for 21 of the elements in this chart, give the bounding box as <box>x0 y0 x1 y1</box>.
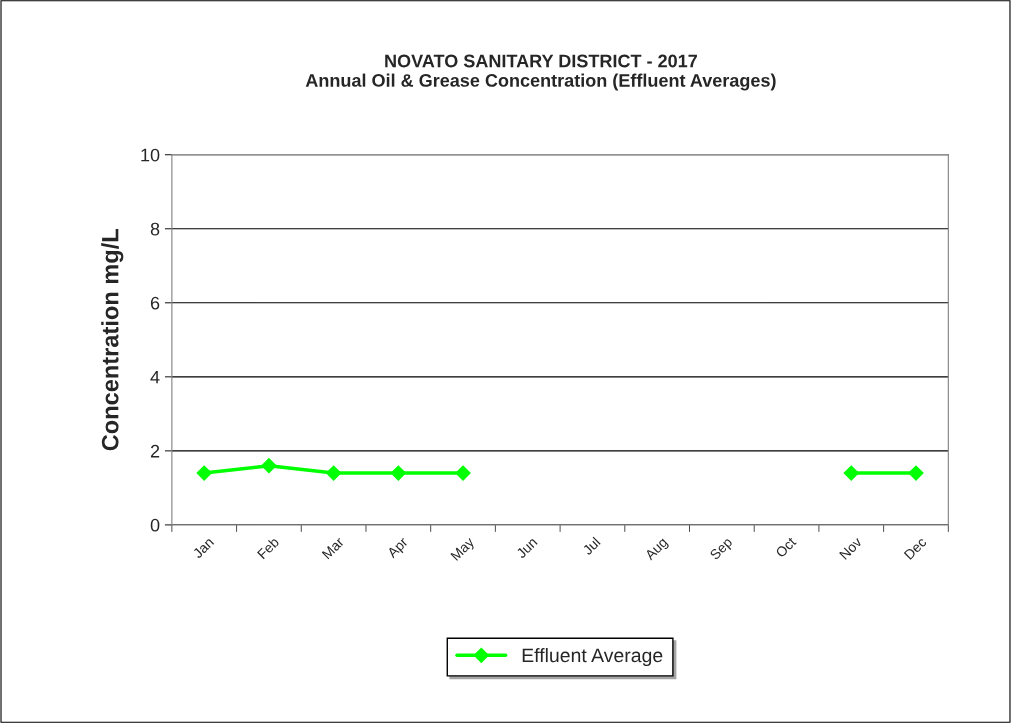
x-tick-label: Jan <box>192 537 215 559</box>
x-tick-label: Aug <box>644 537 670 563</box>
x-tick-label: Dec <box>903 536 928 560</box>
x-tick-label: Sep <box>709 536 735 563</box>
x-tick-label: Jun <box>515 537 538 559</box>
y-axis-title: Concentration mg/L <box>101 229 124 451</box>
y-tick-label: 4 <box>150 370 160 384</box>
y-tick-label: 8 <box>150 222 160 236</box>
x-tick-label: Apr <box>386 536 411 561</box>
legend-label: Effluent Average <box>522 647 663 667</box>
x-tick-label: May <box>450 536 477 563</box>
y-tick-label: 6 <box>150 296 160 310</box>
x-tick-label: Oct <box>775 536 797 559</box>
y-tick-label: 10 <box>141 148 160 162</box>
x-tick-label: Jul <box>581 536 601 556</box>
x-tick-label: Nov <box>839 536 863 560</box>
chart-title: NOVATO SANITARY DISTRICT - 2017 Annual Oil & Grease Concentration (Effluent Averages) <box>305 54 776 91</box>
y-tick-label: 0 <box>150 518 160 532</box>
y-tick-label: 2 <box>150 444 160 458</box>
x-tick-label: Mar <box>321 536 345 560</box>
x-tick-label: Feb <box>256 536 280 560</box>
